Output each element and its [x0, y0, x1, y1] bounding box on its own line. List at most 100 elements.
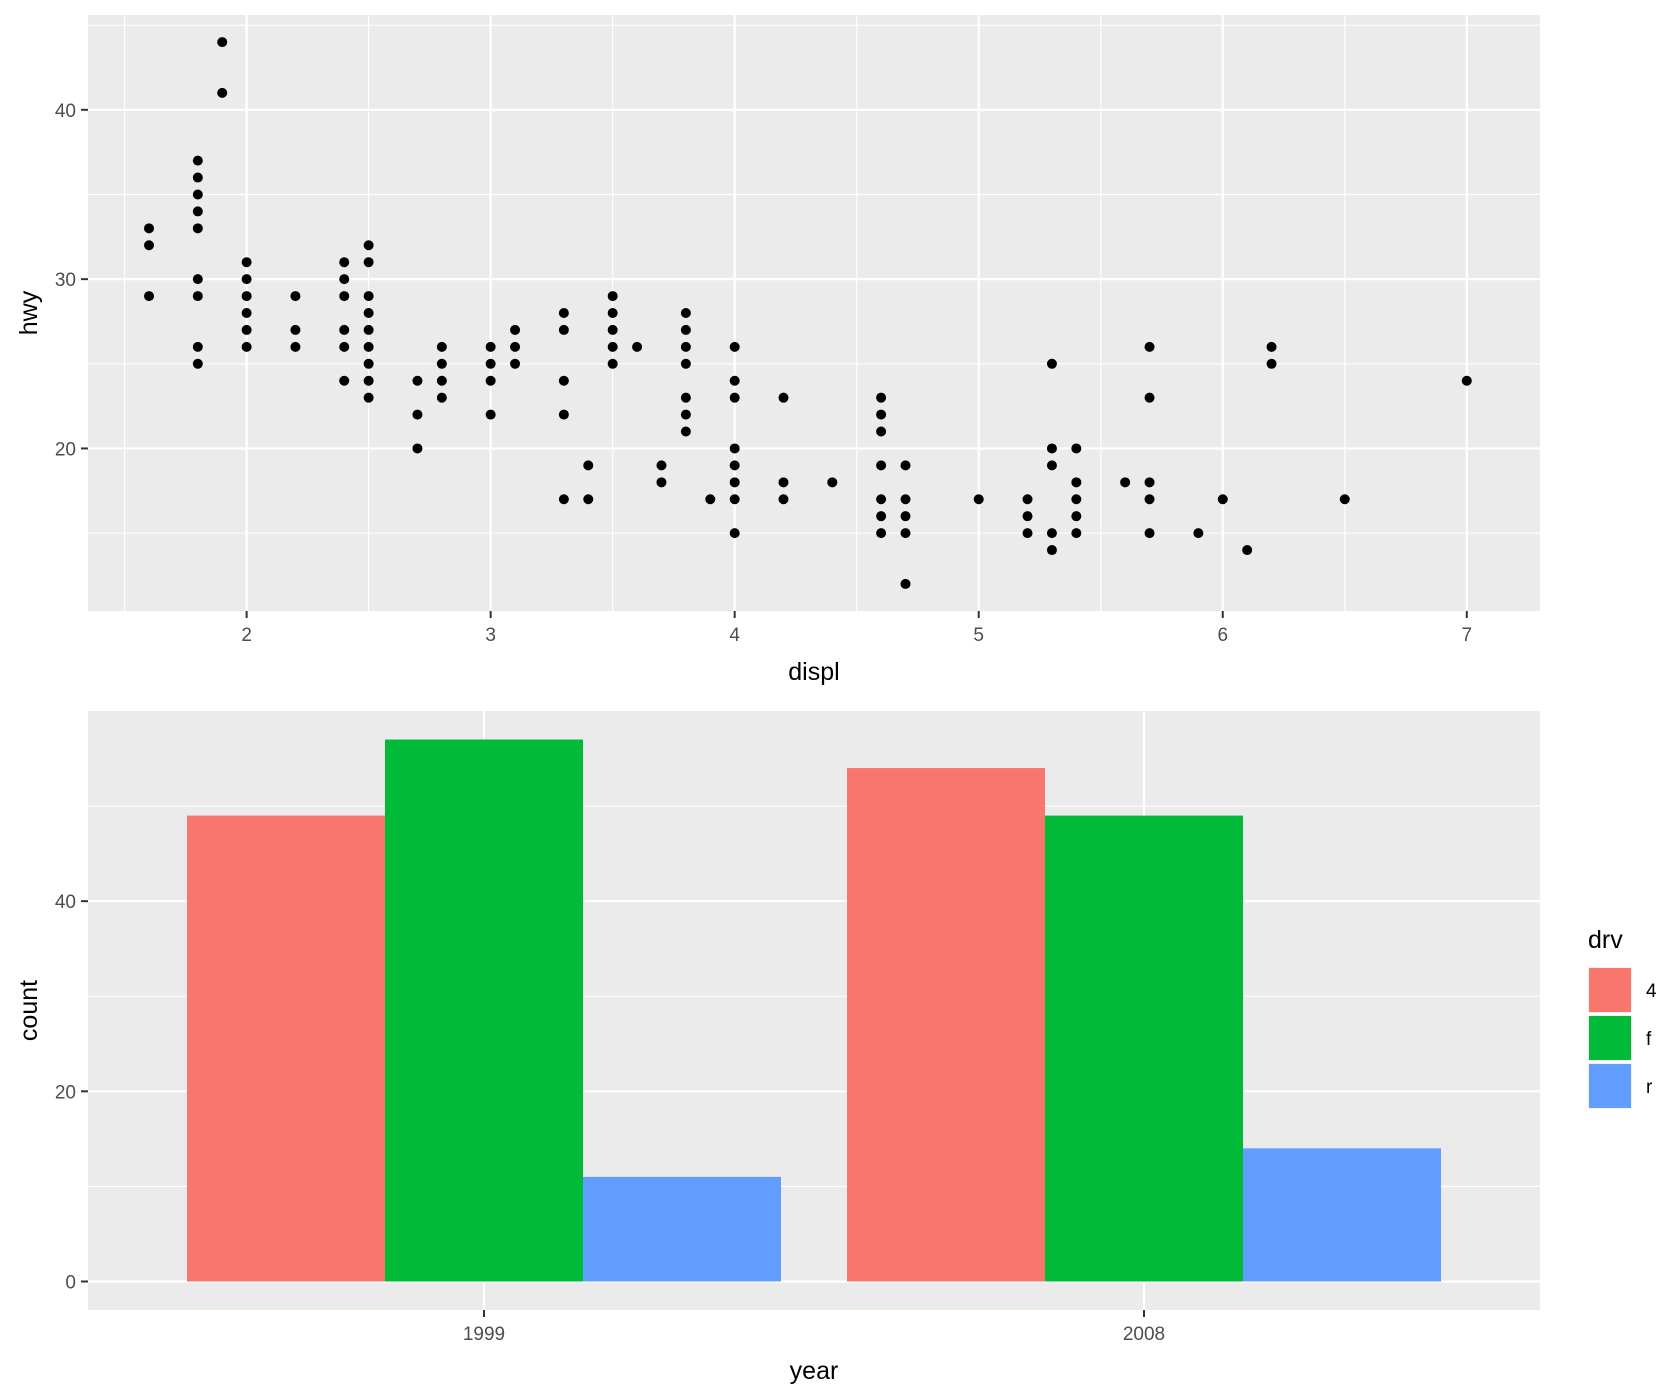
- scatter-point: [1144, 494, 1155, 505]
- scatter-point: [900, 460, 911, 471]
- bar-1999-4: [187, 815, 385, 1282]
- scatter-point: [876, 528, 887, 539]
- scatter-point: [192, 172, 203, 183]
- scatter-point: [339, 291, 350, 302]
- scatter-point: [363, 324, 374, 335]
- scatter-point: [192, 274, 203, 285]
- scatter-x-tick-label: 2: [241, 625, 252, 646]
- scatter-point: [1046, 528, 1057, 539]
- scatter-point: [510, 341, 521, 352]
- scatter-point: [1071, 528, 1082, 539]
- scatter-point: [412, 409, 423, 420]
- scatter-point: [900, 511, 911, 522]
- scatter-point: [607, 341, 618, 352]
- scatter-point: [485, 409, 496, 420]
- scatter-point: [973, 494, 984, 505]
- scatter-point: [876, 460, 887, 471]
- scatter-point: [339, 274, 350, 285]
- scatter-point: [436, 375, 447, 386]
- scatter-x-tick-label: 5: [973, 625, 984, 646]
- scatter-point: [900, 528, 911, 539]
- scatter-point: [656, 460, 667, 471]
- bar-x-tick-label: 1999: [463, 1324, 505, 1345]
- scatter-x-tick-label: 7: [1462, 625, 1473, 646]
- bar-x-tick-label: 2008: [1123, 1324, 1165, 1345]
- scatter-point: [1266, 358, 1277, 369]
- bar-2008-4: [847, 768, 1045, 1282]
- bar-2008-r: [1243, 1148, 1441, 1282]
- scatter-point: [876, 392, 887, 403]
- scatter-point: [363, 392, 374, 403]
- scatter-panel-background: [88, 15, 1540, 611]
- scatter-point: [729, 375, 740, 386]
- scatter-point: [558, 308, 569, 318]
- scatter-point: [1217, 494, 1228, 505]
- legend-title: drv: [1588, 926, 1623, 954]
- scatter-point: [607, 291, 618, 302]
- scatter-point: [485, 358, 496, 369]
- scatter-point: [729, 494, 740, 505]
- bar-y-tick-label: 0: [65, 1272, 76, 1293]
- scatter-point: [436, 392, 447, 403]
- scatter-point: [607, 308, 618, 318]
- scatter-point: [363, 291, 374, 302]
- scatter-point: [412, 375, 423, 386]
- scatter-point: [339, 257, 350, 268]
- scatter-point: [680, 308, 691, 318]
- scatter-y-tick-label: 30: [55, 270, 76, 291]
- scatter-point: [1046, 545, 1057, 556]
- bar-x-axis-title: year: [790, 1357, 839, 1385]
- legend-label-f: f: [1646, 1029, 1652, 1050]
- scatter-point: [876, 426, 887, 437]
- scatter-point: [363, 240, 374, 251]
- scatter-point: [729, 528, 740, 539]
- scatter-point: [436, 358, 447, 369]
- legend: drv 4 f r: [1588, 926, 1657, 1109]
- scatter-point: [290, 341, 301, 352]
- scatter-point: [1266, 341, 1277, 352]
- scatter-point: [1242, 545, 1253, 556]
- scatter-point: [1461, 375, 1472, 386]
- scatter-point: [729, 443, 740, 454]
- scatter-point: [583, 460, 594, 471]
- scatter-point: [363, 341, 374, 352]
- scatter-point: [558, 324, 569, 335]
- legend-key-f: [1589, 1016, 1631, 1060]
- scatter-point: [412, 443, 423, 454]
- bar-y-tick-label: 40: [55, 892, 76, 913]
- scatter-point: [1022, 528, 1033, 539]
- scatter-point: [241, 257, 252, 268]
- scatter-point: [900, 494, 911, 505]
- scatter-axes: 2 3 4 5 6 7 20 30 40: [55, 101, 1472, 646]
- bar-y-tick-label: 20: [55, 1082, 76, 1103]
- scatter-x-tick-label: 6: [1217, 625, 1228, 646]
- scatter-point: [192, 206, 203, 217]
- scatter-point: [144, 240, 155, 251]
- scatter-point: [680, 409, 691, 420]
- scatter-point: [436, 341, 447, 352]
- bar-chart: 1999 2008 0 20 40 year count: [15, 711, 1540, 1385]
- scatter-point: [1046, 358, 1057, 369]
- scatter-y-tick-label: 40: [55, 101, 76, 122]
- scatter-point: [680, 324, 691, 335]
- scatter-point: [192, 341, 203, 352]
- scatter-point: [290, 324, 301, 335]
- scatter-point: [1071, 494, 1082, 505]
- scatter-point: [1193, 528, 1204, 539]
- scatter-point: [1022, 511, 1033, 522]
- scatter-point: [144, 223, 155, 234]
- scatter-y-axis-title: hwy: [15, 290, 43, 335]
- scatter-point: [192, 291, 203, 302]
- scatter-point: [778, 392, 789, 403]
- scatter-point: [1144, 392, 1155, 403]
- scatter-point: [729, 341, 740, 352]
- scatter-point: [583, 494, 594, 505]
- scatter-point: [363, 375, 374, 386]
- scatter-point: [144, 291, 155, 302]
- scatter-point: [217, 37, 228, 48]
- scatter-point: [680, 426, 691, 437]
- scatter-point: [876, 511, 887, 522]
- bar-y-axis-title: count: [15, 980, 43, 1041]
